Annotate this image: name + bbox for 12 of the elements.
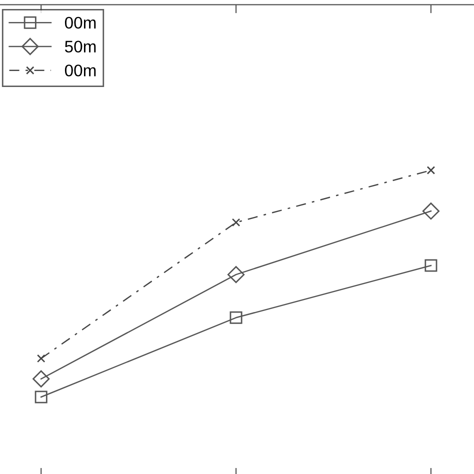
legend-label: 50m — [64, 40, 96, 53]
point — [424, 259, 438, 272]
point — [36, 354, 46, 363]
point — [230, 311, 242, 324]
point — [32, 370, 50, 388]
legend-label: 00m — [64, 16, 96, 29]
legend-label: 00m — [64, 64, 96, 76]
point — [232, 218, 240, 227]
point — [34, 390, 48, 404]
point — [422, 202, 440, 220]
point — [227, 266, 245, 284]
point — [426, 166, 436, 174]
